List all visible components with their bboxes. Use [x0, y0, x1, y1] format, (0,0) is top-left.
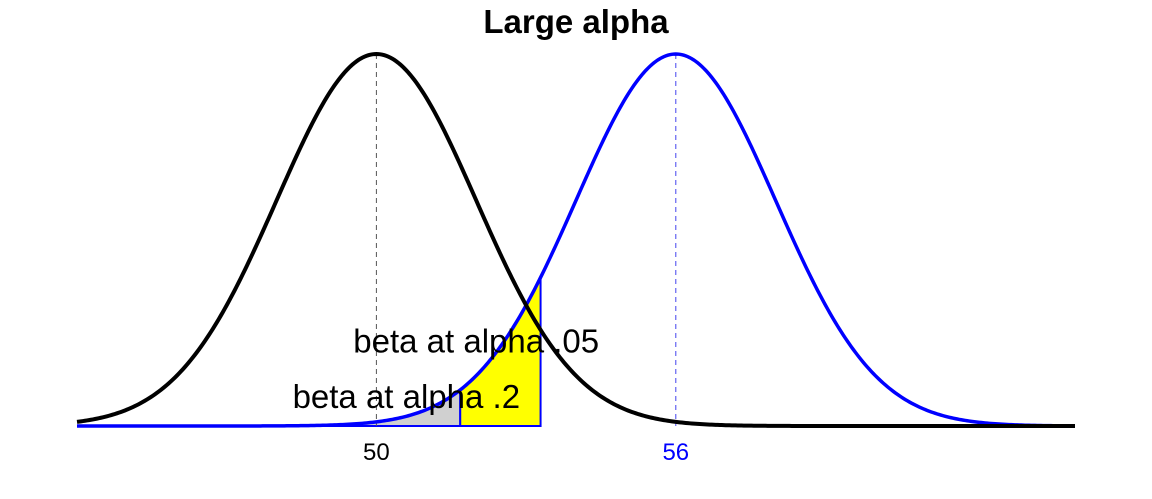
chart-title: Large alpha: [483, 3, 669, 40]
annotation-1: beta at alpha .05: [353, 322, 599, 359]
x-tick-label-2: 56: [662, 439, 689, 466]
annotation-2: beta at alpha .2: [293, 378, 521, 415]
density-curve-1: [76, 51, 1075, 428]
density-curve-2: [77, 52, 1076, 428]
x-tick-label-1: 50: [363, 439, 390, 466]
